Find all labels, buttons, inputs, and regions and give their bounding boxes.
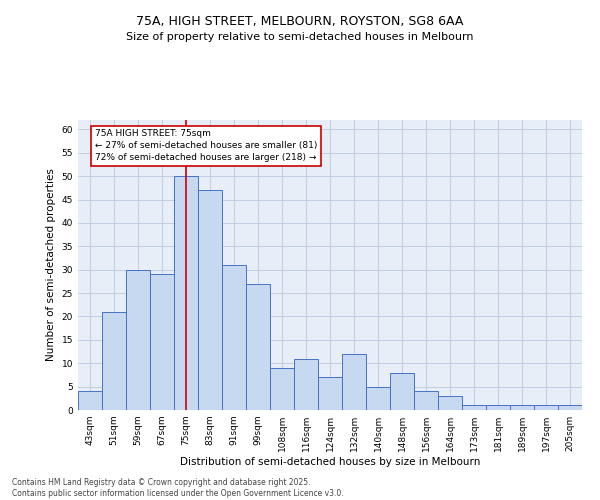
Bar [150, 274, 174, 410]
Text: Size of property relative to semi-detached houses in Melbourn: Size of property relative to semi-detach… [126, 32, 474, 42]
Bar [510, 406, 534, 410]
Bar [126, 270, 150, 410]
Bar [222, 265, 246, 410]
Bar [102, 312, 126, 410]
Bar [342, 354, 366, 410]
Text: 75A, HIGH STREET, MELBOURN, ROYSTON, SG8 6AA: 75A, HIGH STREET, MELBOURN, ROYSTON, SG8… [136, 15, 464, 28]
Bar [318, 378, 342, 410]
Y-axis label: Number of semi-detached properties: Number of semi-detached properties [46, 168, 56, 362]
Bar [414, 392, 438, 410]
Bar [558, 406, 582, 410]
Bar [294, 358, 318, 410]
Bar [534, 406, 558, 410]
Bar [438, 396, 462, 410]
Text: 75A HIGH STREET: 75sqm
← 27% of semi-detached houses are smaller (81)
72% of sem: 75A HIGH STREET: 75sqm ← 27% of semi-det… [95, 130, 317, 162]
Bar [270, 368, 294, 410]
Bar [174, 176, 198, 410]
Bar [198, 190, 222, 410]
Bar [390, 372, 414, 410]
Text: Contains HM Land Registry data © Crown copyright and database right 2025.
Contai: Contains HM Land Registry data © Crown c… [12, 478, 344, 498]
Bar [78, 392, 102, 410]
Bar [246, 284, 270, 410]
Bar [366, 386, 390, 410]
Bar [462, 406, 486, 410]
Bar [486, 406, 510, 410]
X-axis label: Distribution of semi-detached houses by size in Melbourn: Distribution of semi-detached houses by … [180, 457, 480, 467]
